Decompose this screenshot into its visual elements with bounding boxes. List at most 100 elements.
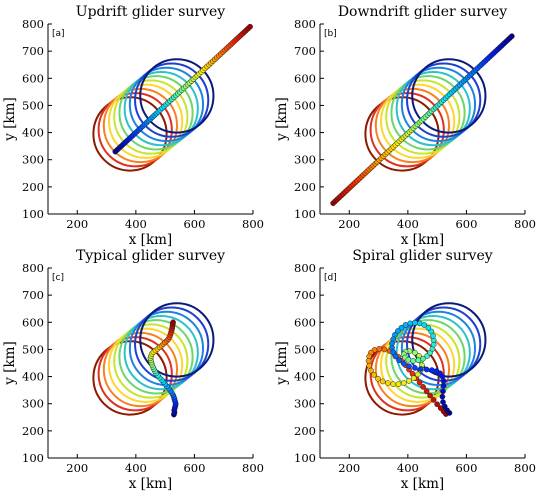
- eddy-ellipse: [118, 319, 194, 395]
- eddy-ellipse: [134, 62, 210, 138]
- glider-point: [392, 353, 399, 360]
- x-tick-label: 200: [66, 461, 88, 475]
- eddy-ellipse: [108, 83, 184, 159]
- eddy-ellipse: [134, 306, 210, 382]
- eddy-ellipse: [113, 79, 189, 155]
- glider-point: [420, 384, 426, 390]
- y-tick-label: 400: [294, 370, 316, 384]
- glider-point: [440, 382, 447, 389]
- panel-b: Downdrift glider survey 200 400 600 800 100 20…: [274, 4, 536, 248]
- glider-point: [395, 328, 401, 334]
- glider-point: [395, 381, 402, 388]
- glider-point: [385, 380, 391, 386]
- glider-point: [381, 346, 388, 353]
- glider-point: [402, 322, 409, 328]
- glider-point: [170, 319, 176, 326]
- y-tick-label: 700: [22, 44, 44, 58]
- x-tick-label: 400: [125, 217, 147, 231]
- y-tick-label: 200: [294, 180, 316, 194]
- plot-area: [330, 33, 515, 206]
- y-tick-label: 600: [294, 315, 316, 329]
- x-tick-label: 600: [455, 217, 477, 231]
- panel-label: [b]: [324, 29, 337, 39]
- eddy-ellipse: [128, 66, 205, 143]
- y-axis-label: y [km]: [2, 97, 18, 141]
- glider-point: [415, 357, 422, 364]
- glider-point: [410, 375, 417, 382]
- y-tick-label: 200: [294, 424, 316, 438]
- plot-area: [92, 24, 253, 172]
- panel-title: Spiral glider survey: [352, 248, 492, 264]
- x-tick-label: 600: [455, 461, 477, 475]
- eddy-ellipse: [380, 83, 456, 159]
- y-tick-label: 800: [22, 17, 44, 31]
- eddy-ellipse: [385, 79, 461, 155]
- y-tick-label: 400: [22, 370, 44, 384]
- glider-point: [412, 349, 418, 356]
- glider-point: [421, 322, 428, 328]
- y-tick-label: 800: [294, 17, 316, 31]
- glider-point: [410, 357, 416, 364]
- glider-point: [406, 363, 412, 370]
- y-axis-label: y [km]: [274, 97, 290, 141]
- glider-point: [446, 410, 453, 416]
- glider-point: [429, 367, 435, 373]
- glider-point: [405, 356, 412, 363]
- x-tick-label: 800: [514, 217, 536, 231]
- glider-point: [400, 360, 407, 367]
- glider-point: [430, 397, 437, 403]
- glider-point: [379, 378, 386, 385]
- eddy-ellipse: [108, 327, 184, 403]
- y-tick-label: 800: [22, 261, 44, 275]
- glider-point: [407, 320, 414, 327]
- glider-point: [427, 392, 433, 399]
- glider-point: [412, 365, 418, 371]
- x-tick-label: 600: [183, 217, 205, 231]
- glider-point: [428, 328, 435, 335]
- y-tick-label: 200: [22, 424, 44, 438]
- glider-point: [425, 324, 432, 331]
- glider-point: [398, 324, 405, 331]
- y-tick-label: 700: [294, 44, 316, 58]
- y-tick-label: 400: [22, 126, 44, 140]
- glider-point: [416, 320, 423, 327]
- y-tick-label: 700: [294, 288, 316, 302]
- eddy-ellipse: [400, 66, 477, 143]
- eddy-ellipse: [113, 323, 189, 399]
- x-tick-label: 200: [338, 217, 360, 231]
- y-tick-label: 300: [22, 153, 44, 167]
- eddy-ellipse: [139, 302, 215, 378]
- eddy-ellipse: [400, 310, 477, 387]
- x-axis-label: x [km]: [401, 476, 444, 492]
- x-tick-label: 800: [242, 217, 264, 231]
- x-axis-label: x [km]: [401, 232, 444, 248]
- glider-point: [396, 357, 402, 364]
- glider-point: [400, 380, 407, 386]
- y-tick-label: 300: [22, 397, 44, 411]
- eddy-ellipse: [139, 58, 215, 134]
- x-tick-label: 800: [514, 461, 536, 475]
- panel-c: Typical glider survey 200 400 600 800 100 200 3…: [2, 248, 264, 492]
- x-tick-label: 600: [183, 461, 205, 475]
- y-tick-label: 800: [294, 261, 316, 275]
- x-tick-label: 400: [125, 461, 147, 475]
- glider-point: [440, 378, 447, 384]
- x-tick-label: 800: [242, 461, 264, 475]
- eddy-ellipse: [395, 70, 471, 147]
- panel-a: Updrift glider survey 200 400 600 800 100 200 3…: [2, 4, 264, 248]
- eddy-ellipse: [118, 75, 194, 151]
- panel-label: [c]: [52, 273, 64, 283]
- glider-point: [423, 366, 430, 373]
- x-tick-label: 400: [397, 461, 419, 475]
- y-tick-label: 100: [294, 207, 316, 221]
- glider-point: [406, 378, 412, 384]
- x-tick-label: 400: [397, 217, 419, 231]
- x-tick-label: 200: [66, 217, 88, 231]
- x-tick-label: 200: [338, 461, 360, 475]
- panel-label: [a]: [52, 29, 65, 39]
- glider-point: [508, 33, 515, 40]
- y-tick-label: 100: [294, 451, 316, 465]
- y-tick-label: 200: [22, 180, 44, 194]
- x-axis-label: x [km]: [129, 476, 172, 492]
